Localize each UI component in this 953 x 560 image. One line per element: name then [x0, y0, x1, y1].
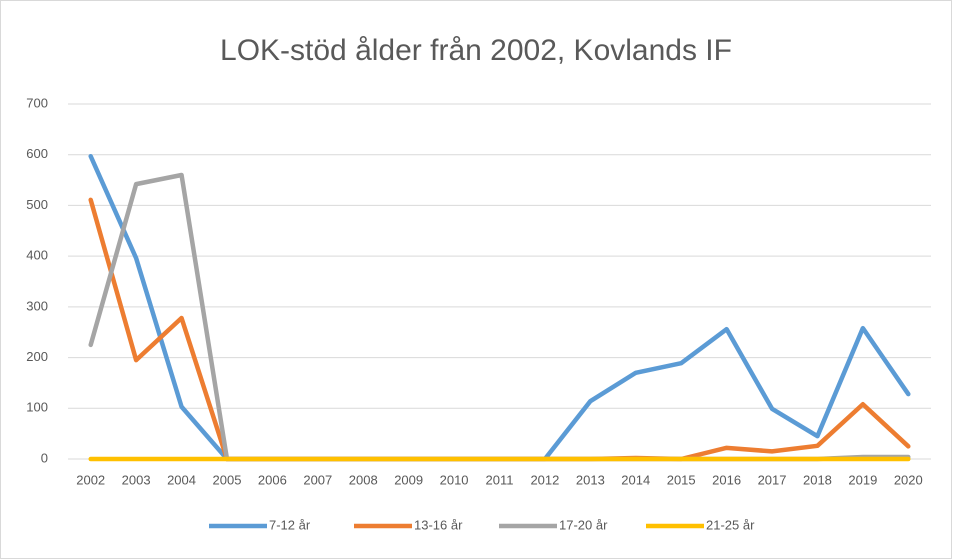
x-tick-label: 2012: [530, 472, 559, 487]
y-tick-label: 200: [26, 349, 48, 364]
x-tick-label: 2008: [349, 472, 378, 487]
y-tick-label: 700: [26, 95, 48, 110]
legend-label: 21-25 år: [706, 517, 755, 532]
x-tick-label: 2009: [394, 472, 423, 487]
x-tick-label: 2019: [848, 472, 877, 487]
x-tick-label: 2020: [894, 472, 923, 487]
legend-label: 7-12 år: [269, 517, 311, 532]
x-tick-label: 2013: [576, 472, 605, 487]
x-tick-label: 2011: [486, 472, 514, 487]
x-tick-label: 2018: [803, 472, 832, 487]
y-tick-label: 0: [41, 450, 48, 465]
x-tick-label: 2015: [667, 472, 696, 487]
y-tick-label: 300: [26, 298, 48, 313]
x-tick-label: 2004: [167, 472, 196, 487]
x-tick-label: 2002: [76, 472, 105, 487]
x-tick-label: 2010: [440, 472, 469, 487]
y-tick-label: 100: [26, 400, 48, 415]
x-tick-label: 2005: [213, 472, 242, 487]
chart-title: LOK-stöd ålder från 2002, Kovlands IF: [220, 34, 732, 67]
x-tick-label: 2006: [258, 472, 287, 487]
x-tick-label: 2003: [122, 472, 151, 487]
legend-label: 13-16 år: [414, 517, 463, 532]
y-tick-label: 500: [26, 197, 48, 212]
y-tick-label: 400: [26, 248, 48, 263]
x-tick-label: 2017: [758, 472, 787, 487]
legend-label: 17-20 år: [559, 517, 608, 532]
x-tick-label: 2014: [621, 472, 650, 487]
x-tick-label: 2007: [303, 472, 332, 487]
y-tick-label: 600: [26, 146, 48, 161]
x-tick-label: 2016: [712, 472, 741, 487]
